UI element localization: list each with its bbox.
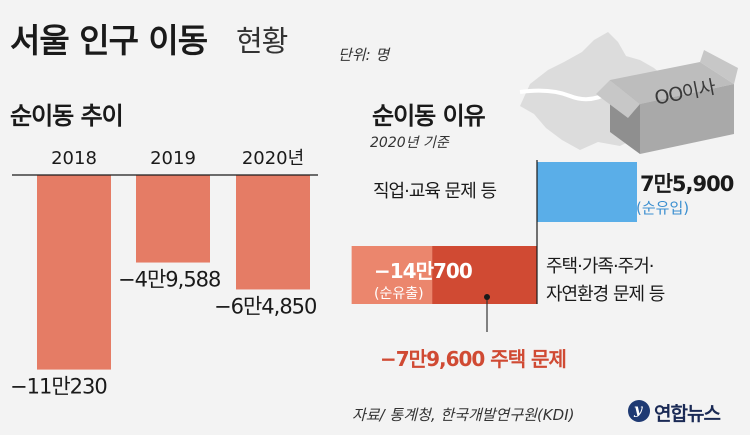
outflow-reason-line1: 주택·가족·주거· [546, 256, 655, 277]
source-note: 자료/ 통계청, 한국개발연구원(KDI) [352, 406, 575, 424]
yonhap-logo-text: 연합뉴스 [654, 403, 721, 425]
page-title: 서울 인구 이동 [10, 21, 208, 60]
housing-value-label: −7만9,600 주택 문제 [380, 347, 567, 371]
outflow-value: −14만700 [374, 259, 473, 283]
trend-bar [236, 175, 310, 290]
trend-bar [136, 175, 210, 263]
outflow-bar-other [351, 246, 433, 304]
seoul-map-illustration [519, 32, 738, 154]
inflow-value: 7만5,900 [640, 172, 734, 196]
trend-category-label: 2019 [150, 148, 196, 169]
inflow-bar [537, 162, 637, 222]
outflow-reason-line2: 자연환경 문제 등 [546, 284, 665, 305]
trend-value-label: −11만230 [10, 375, 107, 399]
trend-value-label: −6만4,850 [214, 294, 316, 318]
trend-value-label: −4만9,588 [118, 268, 220, 292]
reason-section-title: 순이동 이유 [372, 102, 486, 130]
basis-label: 2020년 기준 [370, 135, 449, 151]
moving-box-icon [596, 50, 738, 154]
housing-pointer-dot [484, 294, 490, 300]
inflow-reason-label: 직업·교육 문제 등 [373, 181, 497, 202]
yonhap-logo-icon: y [628, 400, 650, 422]
outflow-bar-housing [432, 246, 537, 304]
unit-label: 단위: 명 [338, 46, 390, 64]
trend-bar [37, 175, 111, 370]
page-subtitle: 현황 [236, 24, 288, 58]
trend-chart: 2018 −11만230 2019 −4만9,588 2020년 −6만4,850 [10, 148, 318, 399]
inflow-tag: (순유입) [636, 199, 690, 217]
trend-category-label: 2020년 [242, 148, 304, 169]
trend-category-label: 2018 [51, 148, 97, 169]
trend-section-title: 순이동 추이 [10, 102, 124, 130]
outflow-tag: (순유출) [374, 286, 424, 302]
